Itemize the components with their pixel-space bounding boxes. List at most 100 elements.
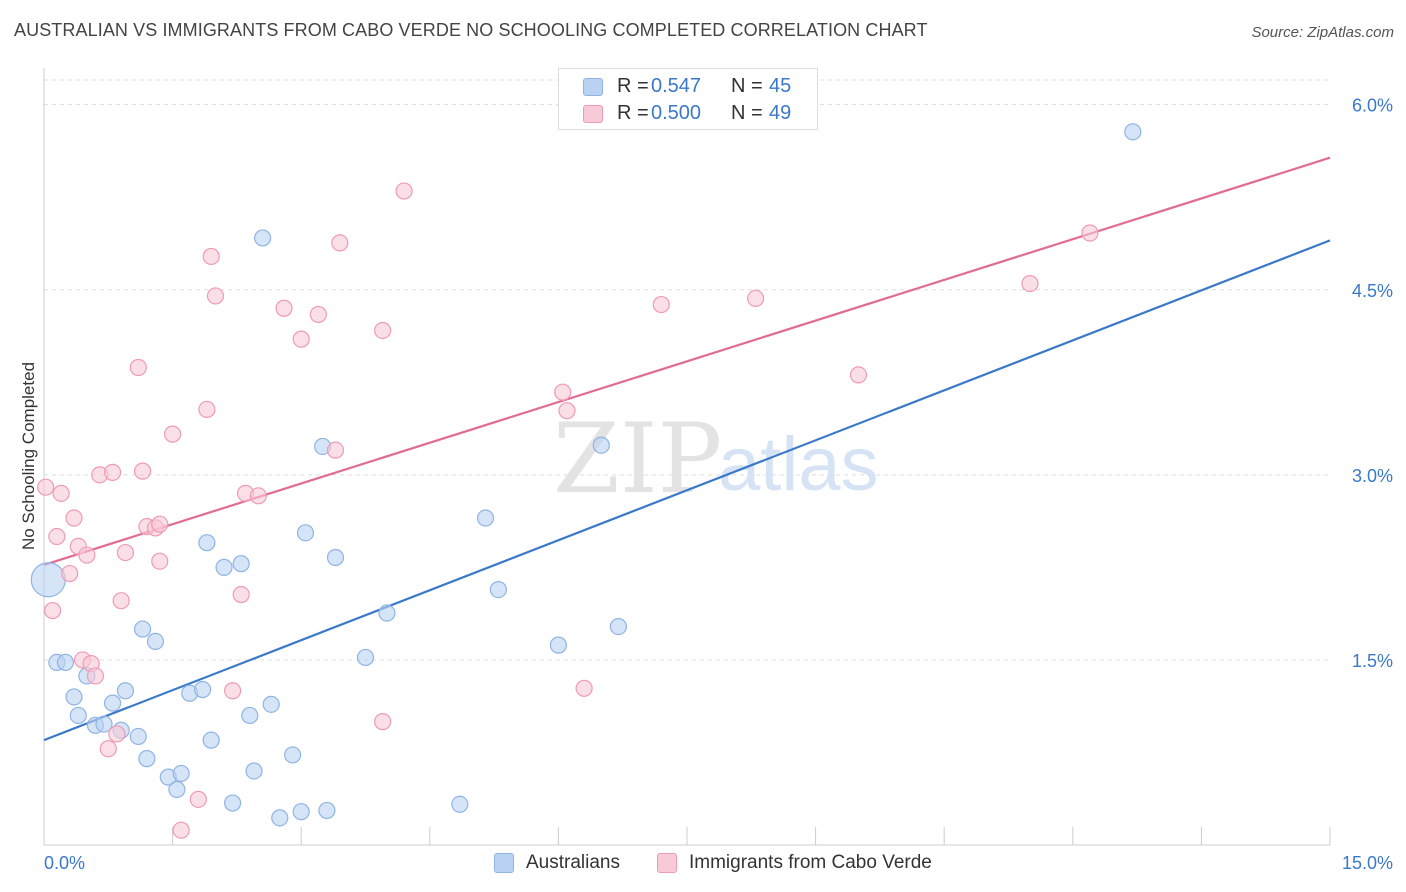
australians-point — [65, 688, 83, 706]
cabo-verde-point — [112, 592, 130, 610]
cabo-verde-point — [292, 330, 310, 348]
cabo-verde-point — [554, 383, 572, 401]
australians-point — [318, 801, 336, 820]
y-tick-label: 3.0% — [1352, 466, 1393, 486]
australians-point — [30, 562, 66, 598]
australians-point — [129, 727, 147, 746]
australians-point — [215, 558, 233, 576]
series-cabo-verde — [37, 182, 1099, 839]
australians-point — [1124, 123, 1142, 141]
grid-lines — [44, 79, 1330, 661]
cabo-verde-point — [374, 713, 392, 731]
legend-label: Immigrants from Cabo Verde — [689, 852, 932, 873]
cabo-verde-point — [133, 462, 152, 480]
australians-point — [489, 580, 507, 599]
correlation-legend: R = 0.547 N = 45 R = 0.500 N = 49 — [558, 68, 818, 130]
watermark-zip: ZIP — [553, 403, 722, 515]
legend-r-value: 0.500 — [651, 102, 702, 124]
australians-point — [262, 695, 280, 713]
cabo-verde-point — [1021, 274, 1039, 293]
cabo-verde-point — [395, 182, 413, 200]
cabo-verde-point — [78, 546, 96, 564]
cabo-verde-point — [326, 441, 345, 459]
australians-point — [451, 795, 469, 813]
cabo-verde-point — [52, 484, 70, 502]
australians-point — [241, 706, 259, 725]
cabo-verde-point — [129, 358, 147, 377]
australians-point — [56, 653, 75, 671]
cabo-verde-point — [198, 400, 216, 419]
australians-point — [194, 680, 212, 699]
australians-point — [202, 731, 220, 749]
legend-swatch-blue — [494, 853, 514, 873]
australians-point — [133, 620, 152, 638]
legend-swatch-pink — [583, 105, 603, 123]
australians-point — [232, 555, 250, 573]
australians-point — [198, 534, 216, 552]
data-points — [30, 123, 1142, 839]
cabo-verde-point — [151, 552, 169, 570]
australians-point — [116, 682, 135, 700]
cabo-verde-point — [103, 463, 122, 481]
australians-point — [326, 548, 345, 567]
x-tick-label-min: 0.0% — [44, 853, 85, 873]
cabo-verde-point — [558, 402, 576, 420]
cabo-verde-point — [746, 289, 765, 307]
cabo-verde-point — [232, 585, 250, 604]
cabo-verde-point — [151, 515, 169, 533]
y-tick-label: 6.0% — [1352, 96, 1393, 116]
cabo-verde-point — [43, 601, 62, 620]
cabo-verde-point — [206, 287, 225, 305]
watermark-atlas: atlas — [718, 422, 879, 507]
cabo-verde-point — [374, 321, 392, 340]
source-label: Source: ZipAtlas.com — [1251, 24, 1394, 41]
australians-point — [224, 794, 242, 812]
cabo-verde-point — [99, 740, 117, 758]
australians-point — [69, 706, 87, 725]
australians-point — [168, 780, 186, 799]
cabo-verde-point — [189, 790, 207, 808]
cabo-verde-point — [652, 295, 670, 314]
cabo-verde-point — [309, 305, 327, 324]
cabo-verde-point — [575, 679, 593, 697]
australians-point — [245, 762, 263, 780]
australians-point — [138, 750, 156, 768]
cabo-verde-point — [65, 509, 83, 527]
y-axis-label: No Schooling Completed — [19, 362, 38, 550]
series-australians — [30, 123, 1142, 827]
australians-point — [378, 604, 396, 622]
australians-point — [549, 636, 568, 654]
cabo-verde-point — [61, 564, 79, 583]
legend-n-label: N = — [731, 75, 763, 97]
australians-point — [476, 509, 495, 527]
australians-point — [356, 648, 375, 667]
watermark: ZIP atlas — [553, 403, 879, 515]
australians-point — [172, 764, 190, 783]
cabo-verde-point — [849, 366, 868, 384]
australians-point — [292, 803, 310, 821]
australians-point — [271, 809, 289, 827]
legend-swatch-pink — [657, 853, 677, 873]
cabo-verde-point — [86, 667, 105, 685]
cabo-verde-point — [1081, 224, 1099, 242]
australians-point — [254, 229, 272, 247]
tick-labels: 1.5% 3.0% 4.5% 6.0% 0.0% 15.0% — [44, 96, 1393, 873]
axes — [43, 68, 1331, 846]
chart-title: AUSTRALIAN VS IMMIGRANTS FROM CABO VERDE… — [14, 20, 928, 40]
cabo-verde-point — [331, 234, 349, 252]
cabo-verde-point — [48, 527, 66, 546]
legend-label: Australians — [526, 852, 620, 873]
legend-n-label: N = — [731, 102, 763, 124]
cabo-verde-point — [116, 543, 135, 562]
cabo-verde-point — [249, 487, 267, 505]
legend-swatch-blue — [583, 78, 603, 96]
cabo-verde-point — [275, 299, 293, 317]
cabo-verde-point — [164, 425, 182, 443]
y-tick-label: 4.5% — [1352, 281, 1393, 301]
australians-point — [296, 524, 315, 542]
x-tick-label-max: 15.0% — [1342, 853, 1393, 873]
legend-r-label: R = — [617, 102, 649, 124]
australians-point — [284, 746, 302, 764]
legend-n-value: 49 — [769, 102, 792, 124]
